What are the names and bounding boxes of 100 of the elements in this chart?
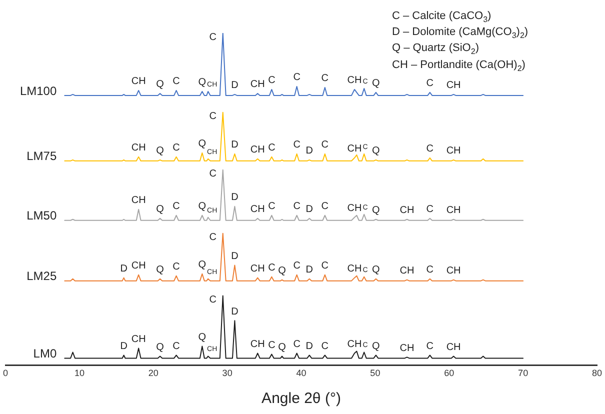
annotation: Q <box>372 78 380 90</box>
annotation: C <box>172 262 180 273</box>
annotation: D <box>306 340 313 352</box>
annotation: C <box>321 340 329 352</box>
annotation: Q – Quartz (SiO$_{2}$) <box>392 42 480 59</box>
annotation: C <box>268 201 276 212</box>
annotation: C <box>426 144 434 155</box>
annotation: C <box>321 201 329 212</box>
annotation: C <box>321 140 329 151</box>
annotation: CH <box>400 205 414 216</box>
annotation: CH <box>347 203 362 214</box>
annotation: D <box>231 140 238 151</box>
x-tick-label: 20 <box>148 368 158 378</box>
annotation: C <box>268 262 276 274</box>
annotation: C <box>293 72 300 84</box>
x-tick-label: 30 <box>222 368 232 378</box>
annotation: C <box>209 32 216 43</box>
annotation: C <box>209 232 216 244</box>
annotation: C <box>293 260 300 272</box>
annotation: Q <box>156 146 164 157</box>
annotation: C <box>321 73 329 84</box>
annotation: Q <box>156 79 164 90</box>
annotation: Q <box>198 260 206 271</box>
annotation: Q <box>372 205 380 216</box>
annotation: C <box>426 264 434 276</box>
annotation: CH <box>250 79 265 90</box>
x-tick-label: 70 <box>518 368 528 378</box>
annotation: C <box>268 75 276 86</box>
annotation: CH – Portlandite (Ca(OH)$_{2}$) <box>392 58 526 75</box>
annotation: C <box>293 201 300 212</box>
x-tick-label: 80 <box>592 368 602 378</box>
series-label: LM0 <box>33 346 57 361</box>
annotation: C <box>293 140 300 151</box>
annotation: Q <box>372 264 380 276</box>
annotation: CH <box>446 205 461 216</box>
annotation: CH <box>446 266 461 277</box>
annotation: C <box>209 168 216 180</box>
annotation: Q <box>372 340 380 352</box>
annotation: D <box>231 250 238 262</box>
annotation: CH <box>131 260 146 272</box>
x-tick-label: 40 <box>296 368 306 378</box>
annotation: D <box>306 204 313 216</box>
annotation: CH <box>400 342 414 354</box>
annotation: D <box>231 306 238 318</box>
annotation: Q <box>198 201 206 212</box>
annotation: Q <box>372 146 380 157</box>
annotation: C <box>268 340 276 351</box>
annotation: C <box>293 338 300 350</box>
annotation: CH <box>347 144 362 155</box>
x-axis-title: Angle 2θ (°) <box>262 390 341 408</box>
annotation: C <box>172 142 180 154</box>
x-tick-label: 10 <box>74 368 84 378</box>
annotation: D <box>306 264 313 276</box>
annotation: CH <box>131 195 146 206</box>
annotation: CH <box>347 338 362 350</box>
annotation: C <box>172 201 180 212</box>
annotation: D <box>120 340 128 352</box>
annotation: C <box>209 294 216 306</box>
annotation: CH <box>347 264 362 275</box>
annotation: CH <box>131 142 146 154</box>
series-label: LM50 <box>26 208 57 223</box>
annotation: Q <box>278 342 286 353</box>
annotation: CH <box>347 75 362 86</box>
series-label: LM75 <box>26 149 57 164</box>
annotation: D <box>231 80 238 92</box>
annotation: D <box>120 264 128 275</box>
annotation: D <box>231 192 238 204</box>
annotation: C <box>209 111 216 122</box>
annotation: Q <box>198 77 206 88</box>
text: C – Calcite (CaCO$_{3}$) <box>392 10 492 26</box>
annotation: CH <box>446 342 461 353</box>
annotation: Q <box>278 266 286 277</box>
annotation: CH <box>250 204 265 216</box>
annotation: C <box>321 260 329 272</box>
annotation: C <box>268 142 276 154</box>
annotation: CH <box>131 76 146 88</box>
annotation: C <box>172 76 180 88</box>
annotation: D – Dolomite (CaMg(CO$_{3}$)$_{2}$) <box>392 26 528 42</box>
annotation: C <box>426 340 434 352</box>
annotation: C <box>426 78 434 90</box>
annotation: CH <box>400 266 414 277</box>
annotation: CH <box>446 80 461 92</box>
x-tick-label: 60 <box>444 368 454 378</box>
annotation: D <box>306 146 313 157</box>
annotation: Q <box>156 264 164 276</box>
annotation: CH <box>131 334 146 346</box>
series-label: LM100 <box>20 84 57 98</box>
annotation: C <box>172 340 180 352</box>
annotation: CH <box>250 144 265 156</box>
x-tick-label: 0 <box>2 368 8 378</box>
annotation: Q <box>198 138 206 150</box>
annotation: Q <box>156 204 164 216</box>
annotation: CH <box>250 338 265 350</box>
annotation: C <box>426 204 434 216</box>
annotation: Q <box>156 342 164 353</box>
annotation: Q <box>198 332 206 344</box>
annotation: CH <box>250 264 265 275</box>
x-tick-label: 50 <box>370 368 380 378</box>
annotation: CH <box>446 146 461 157</box>
series-label: LM25 <box>26 269 57 284</box>
